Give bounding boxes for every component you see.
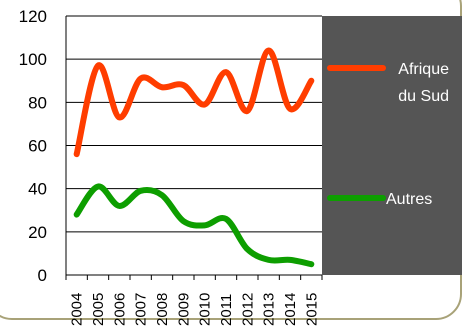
y-tick-label: 20: [28, 223, 47, 242]
series-line-afrique-du-sud: [73, 47, 315, 158]
x-tick-label: 2008: [154, 293, 171, 326]
legend-background: [322, 16, 462, 275]
x-tick-label: 2012: [239, 293, 256, 326]
y-tick-label: 120: [19, 7, 47, 26]
y-tick-label: 80: [28, 93, 47, 112]
y-tick-label: 0: [38, 266, 47, 285]
x-tick-label: 2011: [218, 294, 235, 326]
legend: Afrique du Sud Autres: [322, 16, 462, 275]
y-tick-label: 60: [28, 137, 47, 156]
x-tick-label: 2005: [90, 293, 107, 326]
x-tick-label: 2009: [175, 293, 192, 326]
x-tick-label: 2015: [303, 293, 320, 326]
y-tick-label: 100: [19, 50, 47, 69]
x-tick-label: 2010: [197, 293, 214, 326]
x-tick-label: 2006: [111, 293, 128, 326]
legend-label-autres: Autres: [386, 191, 432, 208]
y-tick-label: 40: [28, 180, 47, 199]
series-line-autres: [73, 183, 315, 268]
x-tick-label: 2014: [282, 293, 299, 326]
x-tick-label: 2013: [261, 293, 278, 326]
legend-label-afrique-du-sud: du Sud: [398, 88, 449, 105]
x-tick-label: 2004: [69, 293, 86, 326]
legend-label-afrique-du-sud: Afrique: [398, 61, 449, 78]
x-tick-label: 2007: [133, 293, 150, 326]
